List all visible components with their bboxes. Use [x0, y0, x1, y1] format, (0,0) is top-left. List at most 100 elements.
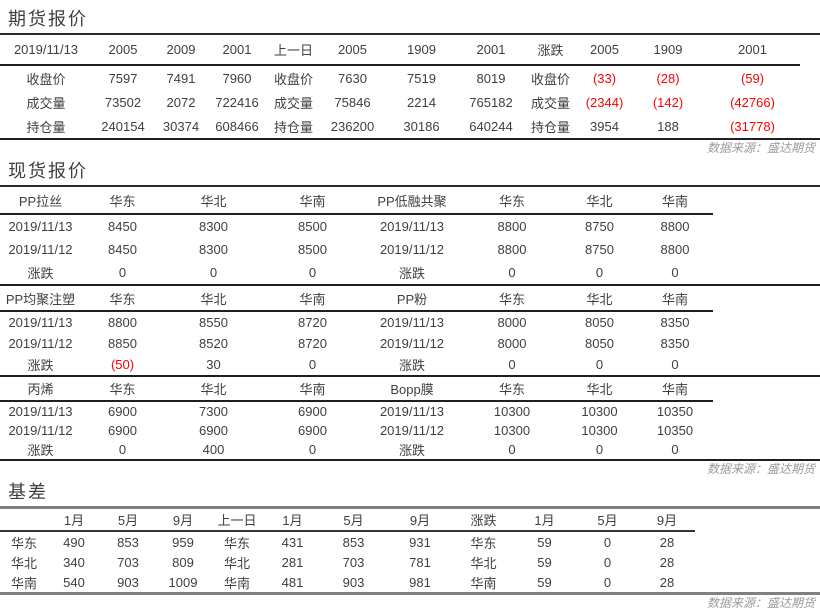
row-label: 华北	[10, 555, 37, 571]
value-cell: 75846	[334, 94, 371, 110]
value-cell: 10300	[581, 404, 618, 419]
value-cell: 7491	[166, 70, 196, 86]
column-header: 华东	[462, 377, 562, 402]
column-header: 华东	[81, 187, 164, 215]
value-cell: 8850	[108, 336, 137, 351]
column-header: Bopp膜	[362, 377, 462, 402]
value-cell: (50)	[110, 357, 135, 372]
value-cell: 6900	[298, 423, 327, 438]
row-label: 涨跌	[398, 358, 425, 373]
row-label: 华东	[223, 535, 250, 551]
value-cell: (142)	[652, 94, 684, 110]
data-source-note: 数据来源：盛达期货	[706, 596, 815, 610]
column-header: PP粉	[362, 286, 462, 312]
table-row: 2019/11/12 8850 8520 8720 2019/11/12 800…	[0, 333, 820, 354]
column-header: 华南	[263, 286, 362, 312]
row-label: 2019/11/13	[379, 315, 445, 330]
column-header: PP拉丝	[0, 187, 81, 215]
value-cell: 0	[603, 534, 612, 550]
column-header: 丙烯	[0, 377, 81, 402]
value-cell: 400	[202, 442, 225, 457]
column-header: 1月	[513, 509, 576, 532]
table-row: 2019/11/12 8450 8300 8500 2019/11/12 880…	[0, 238, 820, 261]
value-cell: 8500	[298, 219, 327, 234]
value-cell: 59	[537, 574, 552, 590]
column-header: 2009	[154, 35, 208, 66]
value-cell: 608466	[215, 118, 259, 134]
table-row: 2019/11/13 8450 8300 8500 2019/11/13 880…	[0, 214, 820, 238]
column-header: 9月	[639, 509, 695, 532]
section-title-futures: 期货报价	[0, 5, 820, 35]
value-cell: 8050	[585, 315, 614, 330]
spot-table-propylene: 丙烯 华东 华北 华南 Bopp膜 华东 华北 华南 2019/11/13 69…	[0, 377, 820, 461]
column-header: 1909	[384, 35, 459, 66]
value-cell: 8520	[199, 336, 228, 351]
value-cell: 640244	[469, 118, 513, 134]
value-cell: 0	[118, 265, 127, 280]
row-label: 涨跌	[27, 443, 54, 458]
futures-section: 期货报价 2019/11/13 2005 2009 2001 上一日 2005 …	[0, 5, 820, 157]
row-label: 涨跌	[27, 358, 54, 373]
row-label: 持仓量	[26, 119, 66, 135]
row-label: 华北	[470, 555, 497, 571]
column-header: 2005	[321, 35, 384, 66]
value-cell: 30186	[403, 118, 440, 134]
value-cell: 8019	[476, 70, 506, 86]
value-cell: 0	[308, 265, 317, 280]
value-cell: 28	[659, 574, 675, 590]
value-cell: 236200	[330, 118, 375, 134]
row-label: 华东	[470, 535, 497, 551]
column-header: 华东	[81, 377, 164, 402]
column-header: 华北	[164, 377, 263, 402]
row-label: 2019/11/13	[8, 315, 73, 330]
row-label: 华南	[470, 575, 497, 591]
spot-header-row: PP拉丝 华东 华北 华南 PP低融共聚 华东 华北 华南	[0, 187, 820, 215]
value-cell: 0	[308, 442, 317, 457]
value-cell: 30	[206, 357, 221, 372]
column-header: 华北	[562, 377, 637, 402]
row-label: 成交量	[530, 95, 570, 111]
value-cell: 8350	[660, 315, 690, 330]
table-row: 持仓量 240154 30374 608466 持仓量 236200 30186…	[0, 114, 820, 139]
value-cell: 8000	[497, 315, 527, 330]
table-row: 2019/11/12 6900 6900 6900 2019/11/12 103…	[0, 421, 820, 440]
row-label: 2019/11/13	[379, 219, 445, 234]
value-cell: 8800	[108, 315, 137, 330]
spot-section: 现货报价 PP拉丝 华东 华北 华南 PP低融共聚 华东 华北 华南 2019/…	[0, 157, 820, 478]
value-cell: 8050	[585, 336, 614, 351]
table-row: 成交量 73502 2072 722416 成交量 75846 2214 765…	[0, 90, 820, 114]
basis-section: 基差 1月 5月 9月 上一日 1月 5月 9月 涨跌 1月 5月 9月	[0, 478, 820, 612]
column-header: 华北	[164, 286, 263, 312]
spot-header-row: 丙烯 华东 华北 华南 Bopp膜 华东 华北 华南	[0, 377, 820, 402]
value-cell: (33)	[592, 70, 617, 86]
basis-table: 1月 5月 9月 上一日 1月 5月 9月 涨跌 1月 5月 9月 华东 490…	[0, 509, 820, 595]
column-header: 5月	[100, 509, 156, 532]
value-cell: 0	[671, 265, 679, 280]
row-label: 收盘价	[26, 71, 66, 87]
column-header: 5月	[576, 509, 639, 532]
value-cell: 0	[508, 442, 516, 457]
value-cell: 0	[595, 357, 604, 372]
value-cell: 903	[117, 574, 139, 590]
value-cell: 8800	[660, 219, 690, 234]
column-header: 华东	[81, 286, 164, 312]
value-cell: 8450	[108, 242, 137, 257]
value-cell: 59	[537, 534, 552, 550]
value-cell: 0	[595, 265, 604, 280]
value-cell: 28	[659, 554, 675, 570]
value-cell: 703	[342, 554, 365, 570]
column-header: 华南	[637, 187, 713, 215]
value-cell: 281	[281, 554, 304, 570]
column-header: PP均聚注塑	[0, 286, 81, 312]
row-label: 涨跌	[27, 266, 54, 281]
value-cell: 853	[342, 534, 365, 550]
value-cell: 431	[281, 534, 304, 550]
value-cell: 2072	[166, 94, 196, 110]
column-header: 华北	[164, 187, 263, 215]
value-cell: 8750	[585, 242, 614, 257]
column-header: 华东	[462, 286, 562, 312]
row-label: 华南	[10, 575, 37, 591]
value-cell: 28	[659, 534, 675, 550]
row-label: 2019/11/12	[8, 336, 73, 351]
